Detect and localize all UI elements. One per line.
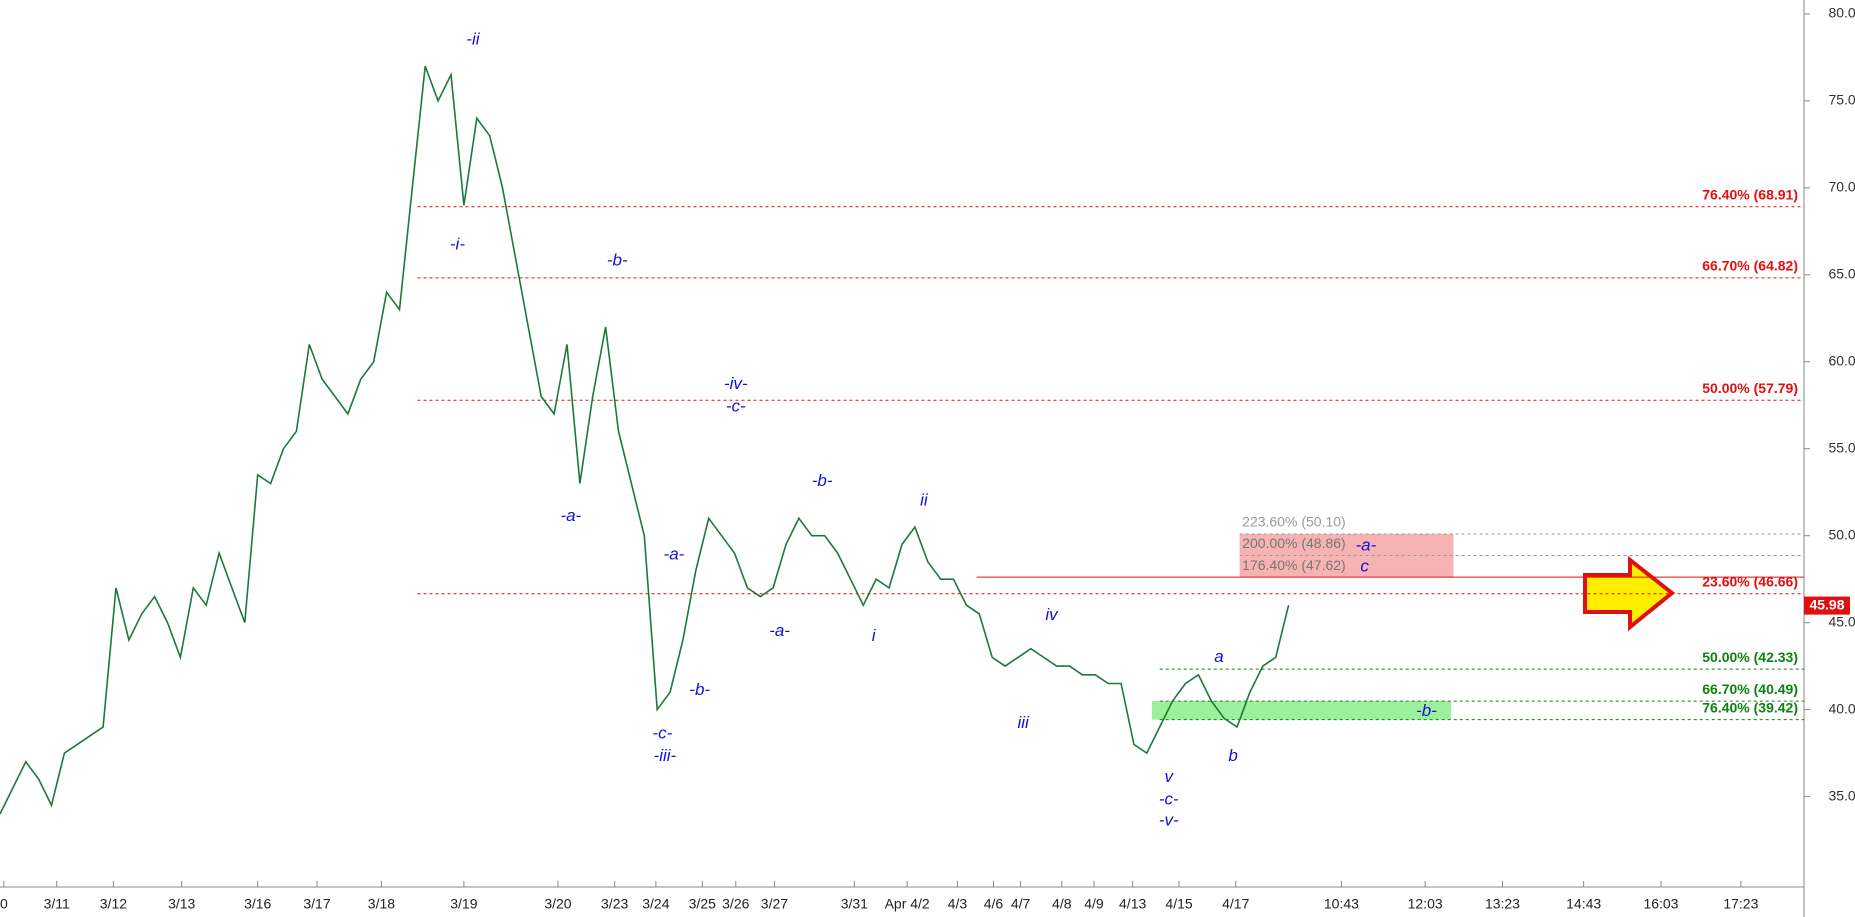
wave-label: ii: [920, 490, 929, 509]
x-tick-label: 3/20: [544, 896, 571, 912]
x-tick-label: 3/13: [168, 896, 195, 912]
wave-label: -c-: [726, 396, 746, 415]
x-tick-label: 4/3: [948, 896, 968, 912]
x-tick-label: 14:43: [1566, 896, 1601, 912]
fib-label: 66.70% (40.49): [1702, 681, 1798, 697]
fib-label: 50.00% (42.33): [1702, 649, 1798, 665]
wave-label: b: [1228, 746, 1237, 765]
wave-label: c: [1360, 556, 1369, 575]
wave-label: i: [872, 626, 877, 645]
x-tick-label: 4/9: [1084, 896, 1104, 912]
x-tick-label: 4/13: [1119, 896, 1146, 912]
arrow: [1583, 555, 1676, 632]
wave-label: -b-: [689, 680, 710, 699]
fib-label: 50.00% (57.79): [1702, 380, 1798, 396]
last-price-box: [1804, 596, 1850, 615]
wave-label: -a-: [560, 506, 581, 525]
x-tick-label: 3/24: [642, 896, 669, 912]
y-tick-label: 65.00: [1828, 265, 1855, 281]
y-tick-label: 40.00: [1828, 700, 1855, 716]
x-tick-label: 4/8: [1052, 896, 1072, 912]
wave-label: -a-: [1355, 536, 1376, 555]
wave-label: -c-: [1159, 790, 1179, 809]
wave-label: iv: [1045, 605, 1059, 624]
x-tick-label: Apr 4/2: [885, 896, 930, 912]
x-tick-label: 4/15: [1165, 896, 1192, 912]
fib-label: 76.40% (39.42): [1702, 699, 1798, 715]
wave-label: a: [1214, 647, 1223, 666]
x-tick-label: 4/6: [984, 896, 1004, 912]
fib-label: 176.40% (47.62): [1242, 557, 1346, 573]
x-tick-label: 3/17: [303, 896, 330, 912]
x-tick-label: 3/16: [244, 896, 271, 912]
wave-label: -iii-: [654, 746, 677, 765]
x-tick-label: 3/25: [689, 896, 716, 912]
target-zone: [1239, 533, 1454, 578]
fib-label: 223.60% (50.10): [1242, 514, 1346, 530]
wave-label: -v-: [1159, 810, 1179, 829]
x-tick-label: 10:43: [1324, 896, 1359, 912]
price-line: [0, 65, 1290, 815]
last-price-label: 45.98: [1809, 596, 1844, 612]
y-tick-label: 60.00: [1828, 352, 1855, 368]
x-tick-label: 3/11: [44, 896, 70, 912]
x-tick-label: 3/18: [368, 896, 395, 912]
wave-label: -b-: [607, 250, 628, 269]
x-tick-label: 12:03: [1408, 896, 1443, 912]
support-zone: [1151, 701, 1451, 720]
x-tick-label: 3/27: [761, 896, 788, 912]
fib-label: 66.70% (64.82): [1702, 258, 1798, 274]
x-tick-label: 16:03: [1643, 896, 1678, 912]
wave-label: v: [1164, 767, 1174, 786]
x-tick-label: 4/17: [1222, 896, 1249, 912]
x-tick-label: 3/31: [841, 896, 868, 912]
fib-label: 76.40% (68.91): [1702, 186, 1798, 202]
y-tick-label: 75.00: [1828, 92, 1855, 108]
x-tick-label: 3/19: [450, 896, 477, 912]
y-tick-label: 80.00: [1828, 5, 1855, 21]
wave-label: -a-: [664, 544, 685, 563]
wave-label: -i-: [450, 235, 465, 254]
wave-label: -ii: [466, 29, 480, 48]
y-tick-label: 45.00: [1828, 613, 1855, 629]
x-tick-label: 17:23: [1723, 896, 1758, 912]
x-tick-label: 13:23: [1485, 896, 1520, 912]
x-tick-label: 3/23: [601, 896, 628, 912]
fib-label: 23.60% (46.66): [1702, 573, 1798, 589]
x-tick-label: 3/12: [100, 896, 127, 912]
y-tick-label: 35.00: [1828, 787, 1855, 803]
x-tick-label: 4/7: [1011, 896, 1031, 912]
x-tick-label: 0: [0, 896, 8, 912]
wave-label: -iv-: [724, 374, 748, 393]
wave-label: -c-: [652, 723, 672, 742]
wave-label: -a-: [769, 621, 790, 640]
wave-label: -b-: [1416, 701, 1437, 720]
y-tick-label: 70.00: [1828, 179, 1855, 195]
wave-label: -b-: [812, 471, 833, 490]
y-tick-label: 50.00: [1828, 526, 1855, 542]
x-tick-label: 3/26: [722, 896, 749, 912]
y-tick-label: 55.00: [1828, 439, 1855, 455]
wave-label: iii: [1017, 713, 1030, 732]
fib-label: 200.00% (48.86): [1242, 535, 1346, 551]
